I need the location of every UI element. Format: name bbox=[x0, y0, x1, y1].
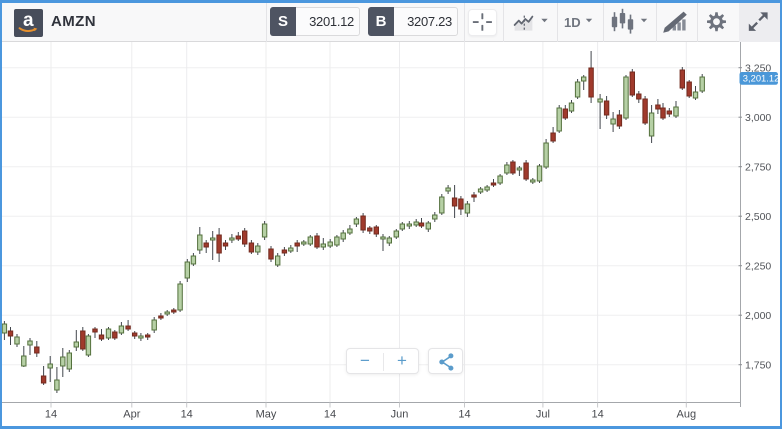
svg-text:14: 14 bbox=[591, 409, 603, 421]
svg-text:May: May bbox=[256, 409, 277, 421]
svg-text:3,000: 3,000 bbox=[745, 112, 771, 124]
svg-text:3,201.12: 3,201.12 bbox=[743, 73, 780, 84]
svg-text:2,000: 2,000 bbox=[745, 310, 771, 322]
svg-text:Jul: Jul bbox=[536, 409, 550, 421]
svg-text:1,750: 1,750 bbox=[745, 359, 771, 371]
svg-text:Jun: Jun bbox=[391, 409, 409, 421]
svg-text:14: 14 bbox=[181, 409, 193, 421]
svg-text:2,500: 2,500 bbox=[745, 211, 771, 223]
svg-text:2,250: 2,250 bbox=[745, 260, 771, 272]
svg-text:2,750: 2,750 bbox=[745, 161, 771, 173]
svg-text:3,250: 3,250 bbox=[745, 62, 771, 74]
svg-text:14: 14 bbox=[458, 409, 470, 421]
svg-text:Apr: Apr bbox=[123, 409, 140, 421]
svg-text:Aug: Aug bbox=[677, 409, 697, 421]
svg-text:14: 14 bbox=[45, 409, 57, 421]
svg-text:14: 14 bbox=[324, 409, 336, 421]
